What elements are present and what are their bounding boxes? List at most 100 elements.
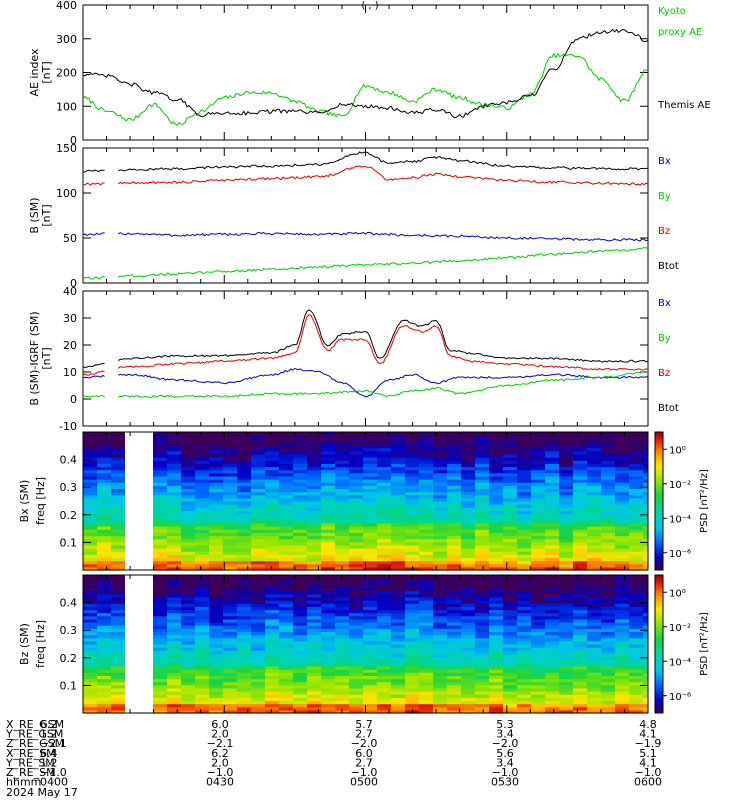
spectrogram-cell <box>335 644 349 648</box>
spectrogram-cell <box>531 435 545 439</box>
colorbar-segment <box>655 650 663 654</box>
spectrogram-cell <box>405 548 419 552</box>
spectrogram-cell <box>279 557 293 562</box>
y-tick-label: 300 <box>56 33 77 46</box>
spectrogram-cell <box>307 447 321 452</box>
y-axis-unit: freq [Hz] <box>34 620 47 668</box>
spectrogram-cell <box>489 432 503 436</box>
spectrogram-cell <box>503 631 517 636</box>
spectrogram-cell <box>545 523 559 527</box>
spectrogram-cell <box>307 684 321 689</box>
spectrogram-cell <box>279 600 293 604</box>
spectrogram-cell <box>391 672 405 676</box>
spectrogram-cell <box>97 672 111 676</box>
spectrogram-cell <box>615 447 629 452</box>
spectrogram-cell <box>307 469 321 474</box>
spectrogram-cell <box>419 656 433 661</box>
colorbar-segment <box>655 634 663 638</box>
spectrogram-cell <box>503 634 517 639</box>
spectrogram-cell <box>265 691 279 695</box>
spectrogram-cell <box>545 538 559 543</box>
spectrogram-cell <box>335 625 349 629</box>
spectrogram-cell <box>475 653 489 658</box>
spectrogram-cell <box>307 662 321 667</box>
spectrogram-cell <box>475 618 489 623</box>
spectrogram-cell <box>559 463 573 468</box>
spectrogram-cell <box>363 551 377 555</box>
data-gap <box>125 432 149 570</box>
spectrogram-cell <box>293 460 307 464</box>
spectrogram-cell <box>531 507 545 511</box>
spectrogram-cell <box>489 675 503 680</box>
spectrogram-cell <box>433 482 447 486</box>
spectrogram-cell <box>559 615 573 620</box>
spectrogram-cell <box>363 504 377 508</box>
spectrogram-cell <box>111 444 125 449</box>
spectrogram-cell <box>489 566 503 571</box>
spectrogram-cell <box>223 432 237 436</box>
spectrogram-cell <box>615 650 629 654</box>
spectrogram-cell <box>503 544 517 549</box>
spectrogram-cell <box>195 637 209 642</box>
spectrogram-cell <box>531 544 545 549</box>
spectrogram-cell <box>503 659 517 664</box>
spectrogram-cell <box>405 488 419 493</box>
spectrogram-cell <box>321 450 335 455</box>
spectrogram-cell <box>223 662 237 667</box>
spectrogram-cell <box>153 535 167 540</box>
spectrogram-cell <box>377 625 391 629</box>
spectrogram-cell <box>419 653 433 658</box>
spectrogram-cell <box>489 631 503 636</box>
spectrogram-cell <box>181 526 195 530</box>
spectrogram-cell <box>475 513 489 518</box>
spectrogram-cell <box>629 662 643 667</box>
spectrogram-cell <box>559 447 573 452</box>
spectrogram-cell <box>517 634 531 639</box>
spectrogram-cell <box>461 587 475 592</box>
spectrogram-cell <box>293 590 307 595</box>
spectrogram-cell <box>475 612 489 617</box>
spectrogram-cell <box>503 560 517 565</box>
series-line-bx <box>82 231 649 242</box>
spectrogram-cell <box>209 454 223 458</box>
spectrogram-cell <box>251 507 265 511</box>
spectrogram-cell <box>237 563 251 568</box>
spectrogram-cell <box>419 672 433 676</box>
spectrogram-cell <box>293 510 307 515</box>
spectrogram-cell <box>321 457 335 461</box>
spectrogram-cell <box>559 631 573 636</box>
colorbar-segment <box>655 676 663 679</box>
spectrogram-cell <box>335 535 349 540</box>
spectrogram-cell <box>405 644 419 648</box>
spectrogram-cell <box>265 566 279 571</box>
spectrogram-cell <box>335 684 349 689</box>
spectrogram-cell <box>573 479 587 483</box>
y-axis-unit: [nT] <box>40 204 53 226</box>
spectrogram-cell <box>293 609 307 614</box>
spectrogram-cell <box>321 637 335 642</box>
colorbar-segment <box>655 687 663 691</box>
spectrogram-cell <box>251 441 265 446</box>
spectrogram-cell <box>601 653 615 658</box>
spectrogram-cell <box>83 475 97 480</box>
spectrogram-cell <box>111 485 125 489</box>
spectrogram-cell <box>363 578 377 582</box>
spectrogram-cell <box>643 615 648 620</box>
y-tick-label: 0.3 <box>60 481 78 494</box>
spectrogram-cell <box>643 548 648 552</box>
spectrogram-cell <box>377 694 391 698</box>
spectrogram-cell <box>545 513 559 518</box>
spectrogram-cell <box>293 653 307 658</box>
spectrogram-cell <box>335 669 349 673</box>
series-line-bz <box>82 165 649 186</box>
spectrogram-cell <box>573 634 587 639</box>
spectrogram-cell <box>97 597 111 601</box>
spectrogram-cell <box>321 460 335 464</box>
spectrogram-cell <box>83 538 97 543</box>
spectrogram-cell <box>545 457 559 461</box>
spectrogram-cell <box>223 709 237 714</box>
spectrogram-cell <box>251 625 265 629</box>
spectrogram-cell <box>489 687 503 692</box>
spectrogram-cell <box>391 523 405 527</box>
spectrogram-cell <box>223 460 237 464</box>
